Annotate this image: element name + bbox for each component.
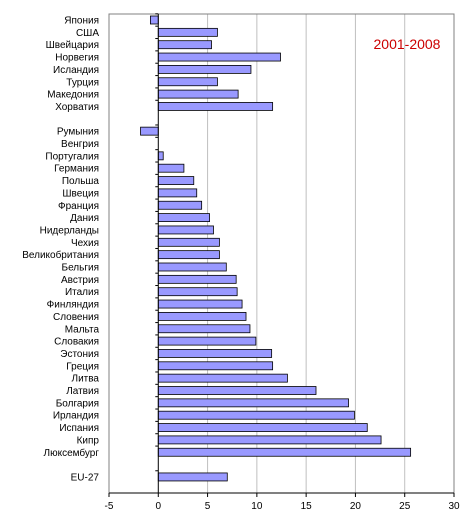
category-label: Словения bbox=[53, 312, 99, 323]
bar bbox=[157, 176, 195, 185]
x-tick-label: 0 bbox=[156, 501, 162, 512]
bar bbox=[157, 27, 218, 37]
x-tick-label: 30 bbox=[448, 501, 460, 512]
category-label: Франция bbox=[58, 201, 99, 212]
bar bbox=[157, 386, 317, 395]
category-label: Болгария bbox=[56, 398, 99, 409]
category-label: Эстония bbox=[60, 349, 99, 360]
bar bbox=[157, 299, 243, 309]
bar bbox=[157, 410, 355, 420]
bar bbox=[157, 435, 382, 445]
bar bbox=[157, 52, 281, 62]
bar bbox=[157, 163, 185, 173]
bar bbox=[157, 40, 212, 50]
category-label: Чехия bbox=[71, 238, 99, 249]
bar bbox=[157, 423, 368, 432]
bar bbox=[157, 447, 412, 457]
bar bbox=[157, 89, 239, 99]
category-label: EU-27 bbox=[71, 472, 100, 483]
bar bbox=[157, 250, 220, 260]
bar bbox=[157, 200, 203, 210]
category-label: Нидерланды bbox=[40, 225, 99, 236]
category-label: Австрия bbox=[61, 275, 99, 286]
axes bbox=[108, 13, 455, 497]
x-tick-labels: -5 0 5 10 15 20 25 30 bbox=[105, 501, 460, 512]
bar bbox=[149, 15, 159, 25]
bar bbox=[157, 262, 227, 272]
category-label: Латвия bbox=[66, 386, 99, 397]
bar bbox=[157, 287, 238, 297]
bar bbox=[157, 237, 220, 247]
x-tick-label: 20 bbox=[350, 501, 362, 512]
category-label: США bbox=[76, 28, 99, 39]
bar bbox=[157, 188, 198, 198]
x-tick-label: -5 bbox=[105, 501, 114, 512]
bar bbox=[157, 398, 349, 408]
category-label: Швейцария bbox=[46, 40, 99, 51]
category-label: Германия bbox=[54, 164, 99, 175]
category-label: Бельгия bbox=[62, 263, 100, 274]
x-tick-label: 10 bbox=[251, 501, 263, 512]
bar bbox=[157, 151, 164, 161]
bars bbox=[140, 15, 412, 482]
category-label: Словакия bbox=[54, 337, 99, 348]
x-tick-label: 15 bbox=[301, 501, 313, 512]
category-label: Швеция bbox=[62, 188, 99, 199]
bar bbox=[157, 324, 251, 334]
bar bbox=[157, 225, 214, 235]
category-label: Турция bbox=[66, 77, 99, 88]
category-label: Кипр bbox=[77, 435, 100, 446]
category-label: Португалия bbox=[45, 151, 99, 162]
bar bbox=[157, 336, 257, 346]
category-label: Финляндия bbox=[47, 300, 99, 311]
category-label: Ирландия bbox=[53, 411, 99, 422]
bar bbox=[157, 373, 288, 383]
category-label: Венгрия bbox=[61, 139, 99, 150]
category-label: Мальта bbox=[65, 324, 100, 335]
bar bbox=[157, 361, 274, 371]
x-tick-label: 5 bbox=[205, 501, 211, 512]
bar bbox=[157, 472, 228, 482]
category-label: Румыния bbox=[57, 127, 99, 138]
category-label: Хорватия bbox=[55, 102, 99, 113]
bar bbox=[157, 102, 274, 111]
bar bbox=[157, 65, 252, 74]
category-label: Япония bbox=[64, 16, 99, 27]
bar bbox=[140, 126, 159, 136]
category-label: Исландия bbox=[53, 65, 99, 76]
category-label: Македония bbox=[47, 90, 99, 101]
chart-title: 2001-2008 bbox=[374, 36, 441, 52]
category-label: Великобритания bbox=[22, 249, 99, 261]
bar bbox=[157, 77, 218, 87]
category-label: Литва bbox=[72, 374, 100, 385]
category-label: Греция bbox=[66, 361, 99, 372]
bar bbox=[157, 311, 247, 321]
category-label: Люксембург bbox=[44, 447, 100, 459]
bar bbox=[157, 349, 273, 358]
x-tick-label: 25 bbox=[399, 501, 411, 512]
grid-lines bbox=[207, 14, 455, 493]
category-label: Дания bbox=[70, 213, 99, 224]
category-label: Италия bbox=[65, 287, 99, 298]
category-label: Польша bbox=[62, 176, 100, 187]
bar bbox=[157, 213, 210, 223]
category-label: Норвегия bbox=[55, 53, 99, 64]
category-label: Испания bbox=[59, 423, 99, 434]
bar bbox=[157, 274, 237, 284]
